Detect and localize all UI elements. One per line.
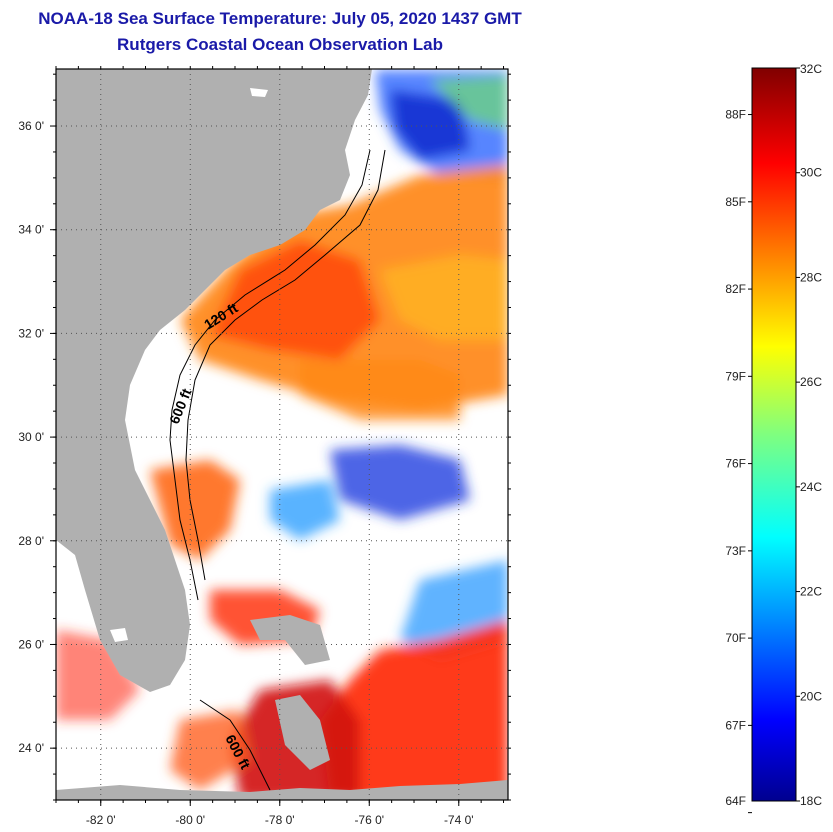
land-mass [56,69,372,692]
map-subtitle: Rutgers Coastal Ocean Observation Lab [117,35,443,54]
lat-tick-label: 24 0' [18,741,44,755]
lat-tick-label: 28 0' [18,534,44,548]
lon-tick-label: -74 0' [444,813,474,827]
map-axes: -82 0' -80 0' -78 0' -76 0' -74 0' 36 0' 34 0'… [18,66,511,827]
colorbar-label-c: 26C [800,375,822,389]
map-title: NOAA-18 Sea Surface Temperature: July 05… [38,9,522,28]
colorbar-label-f: 73F [725,544,746,558]
lon-tick-label: -78 0' [265,813,295,827]
colorbar-label-f: 67F [725,718,746,732]
colorbar-label-c: 22C [800,585,822,599]
land-mass [275,695,330,770]
colorbar-label-f: 82F [725,282,746,296]
colorbar-label-c: 30C [800,166,822,180]
colorbar-label-c: 28C [800,270,822,284]
lat-tick-label: 26 0' [18,637,44,651]
map-frame [55,68,509,801]
grid-lines [56,69,508,800]
land-mass [56,780,508,800]
contour-600ft [199,699,271,791]
land-mass [250,615,330,665]
colorbar-label-c: 24C [800,480,822,494]
lake [110,628,128,642]
lat-tick-label: 36 0' [18,119,44,133]
colorbar-label-f: 76F [725,457,746,471]
colorbar-label-f: 70F [725,631,746,645]
colorbar-label-f: 85F [725,195,746,209]
colorbar-labels: 32C 30C 28C 26C 24C 22C 20C 18C 88F 85F 82F 79F 76F 7… [725,62,822,814]
colorbar-label-c: 20C [800,689,822,703]
colorbar-label-c: 32C [800,62,822,76]
contour-120ft [169,149,371,601]
colorbar-label-f: 88F [725,108,746,122]
colorbar-label-f: 79F [725,369,746,383]
lon-tick-label: -82 0' [86,813,116,827]
lat-tick-label: 30 0' [18,430,44,444]
colorbar-label-f: 64F [725,794,746,808]
lon-tick-label: -80 0' [175,813,205,827]
lat-tick-label: 32 0' [18,326,44,340]
lon-tick-label: -76 0' [354,813,384,827]
colorbar [751,67,797,802]
map-plot-area: 120 ft 600 ft 600 ft [56,69,508,800]
lat-tick-label: 34 0' [18,223,44,237]
sst-field [56,70,508,800]
contour-600ft [185,149,386,581]
lake [250,88,268,97]
colorbar-label-c: 18C [800,794,822,808]
